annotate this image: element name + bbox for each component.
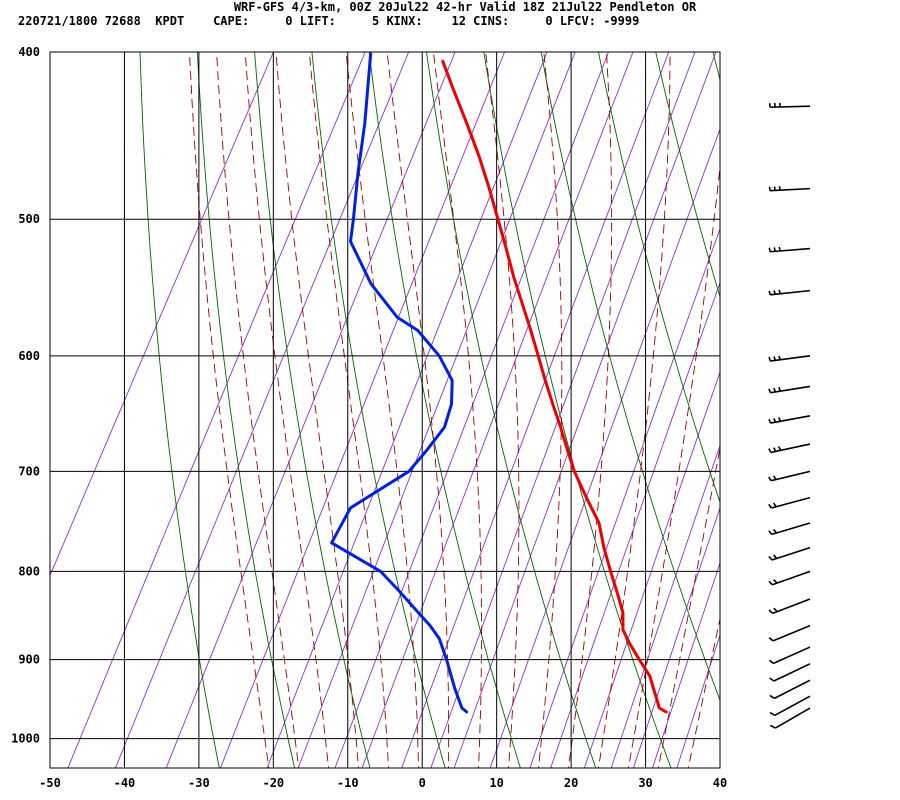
wind-barb — [768, 355, 811, 362]
wind-barb — [769, 707, 811, 729]
mixing-ratio-line — [676, 633, 720, 768]
wind-barb — [768, 546, 811, 561]
moist-adiabat — [657, 445, 720, 768]
y-tick-label: 900 — [18, 653, 40, 667]
moist-adiabat — [216, 52, 300, 768]
wind-barb — [769, 679, 811, 700]
moist-adiabat — [538, 52, 563, 768]
wind-barb — [768, 496, 811, 509]
x-tick-label: 10 — [489, 776, 503, 790]
wind-barb — [768, 385, 811, 394]
mixing-ratio-line — [266, 52, 548, 768]
y-tick-labels: 400 500 600 700 800 900 1000 — [11, 45, 40, 746]
y-tick-label: 500 — [18, 212, 40, 226]
wind-barb — [768, 646, 811, 665]
x-tick-label: 40 — [713, 776, 727, 790]
moist-adiabat — [432, 52, 483, 768]
moist-adiabat — [308, 52, 389, 768]
wind-barb — [768, 102, 811, 109]
wind-barb — [769, 695, 811, 717]
chart-title: WRF-GFS 4/3-km, 00Z 20Jul22 42-hr Valid … — [233, 0, 697, 14]
y-tick-label: 1000 — [11, 732, 40, 746]
wind-barbs — [768, 102, 811, 729]
wind-barb — [768, 470, 811, 482]
grid-lines — [50, 52, 720, 768]
x-tick-label: 20 — [564, 776, 578, 790]
wind-barb — [769, 663, 811, 682]
mixing-ratio-line — [453, 52, 717, 768]
mixing-ratio-line — [632, 506, 720, 768]
mixing-ratio-line — [401, 52, 670, 768]
wind-barb — [768, 186, 811, 192]
moist-adiabat — [244, 52, 330, 768]
dry-adiabat — [712, 52, 720, 82]
x-tick-label: -50 — [39, 776, 61, 790]
y-tick-label: 800 — [18, 564, 40, 578]
x-tick-label: 0 — [419, 776, 426, 790]
moist-adiabat — [386, 52, 450, 768]
mixing-ratio-line — [529, 227, 720, 768]
moist-adiabats — [189, 52, 720, 768]
dry-adiabat — [873, 14, 900, 800]
wind-barb — [768, 246, 811, 253]
y-tick-label: 600 — [18, 349, 40, 363]
dry-adiabat — [760, 14, 900, 800]
temperature-trace — [441, 59, 668, 714]
x-tick-labels: -50 -40 -30 -20 -10 0 10 20 30 40 — [39, 776, 727, 790]
mixing-ratio-line — [297, 52, 576, 768]
mixing-ratio-line — [652, 561, 720, 768]
x-tick-label: 30 — [638, 776, 652, 790]
mixing-ratio-line — [67, 52, 366, 768]
dry-adiabat — [817, 14, 900, 800]
y-tick-label: 700 — [18, 464, 40, 478]
wind-barb — [768, 598, 811, 615]
x-tick-label: -20 — [262, 776, 284, 790]
dewpoint-trace — [330, 52, 469, 714]
x-tick-label: -30 — [188, 776, 210, 790]
x-tick-label: -10 — [337, 776, 359, 790]
moist-adiabat — [485, 52, 520, 768]
plot-frame — [49, 51, 721, 769]
mixing-ratio-line — [430, 52, 696, 768]
sounding-traces — [330, 52, 668, 714]
wind-barb — [768, 289, 811, 296]
wind-barb — [768, 624, 811, 642]
x-tick-label: -40 — [114, 776, 136, 790]
dry-adiabats — [139, 14, 900, 800]
mixing-ratio-line — [583, 370, 720, 768]
moist-adiabat — [687, 616, 720, 768]
mixing-ratio-line — [489, 127, 720, 768]
mixing-ratio-line — [550, 281, 720, 768]
dry-adiabat — [139, 52, 220, 768]
dry-adiabat — [483, 52, 672, 768]
moist-adiabat — [345, 52, 419, 768]
dry-adiabat — [540, 52, 720, 702]
dry-adiabat — [597, 52, 720, 504]
wind-barb — [768, 443, 811, 454]
stability-indices-line: 220721/1800 72688 KPDT CAPE: 0 LIFT: 5 K… — [18, 14, 640, 28]
y-tick-label: 400 — [18, 45, 40, 59]
moist-adiabat — [568, 52, 613, 768]
dry-adiabat — [655, 52, 720, 299]
mixing-ratio-line — [50, 52, 274, 577]
wind-barb — [768, 570, 811, 586]
mixing-ratio-line — [610, 444, 720, 768]
wind-barb — [768, 415, 811, 424]
wind-barb — [768, 522, 811, 536]
